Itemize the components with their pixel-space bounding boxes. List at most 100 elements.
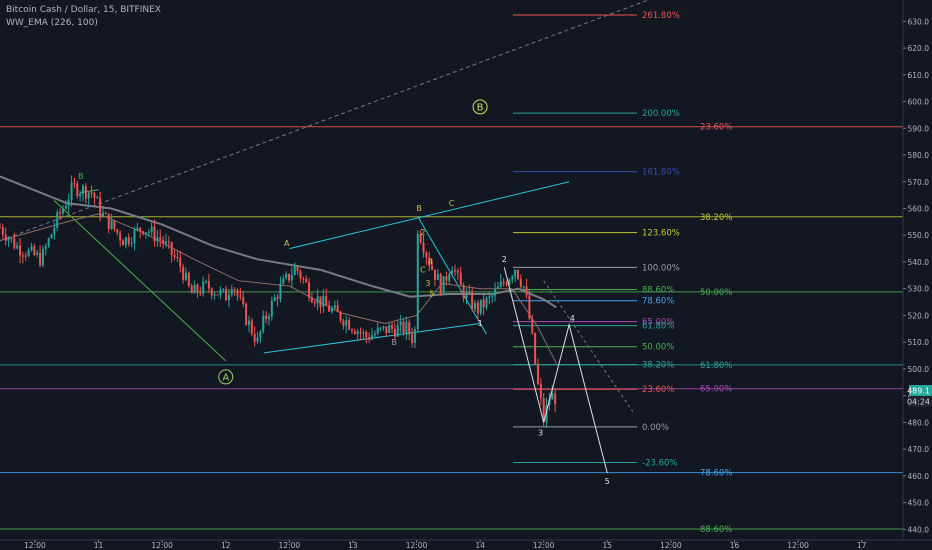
candle-body-81 bbox=[230, 289, 233, 295]
candle-body-150 bbox=[428, 257, 431, 267]
fib-label-0: 261.80% bbox=[642, 11, 680, 21]
level-label-1: 38.20% bbox=[700, 213, 732, 223]
candle-body-113 bbox=[322, 296, 325, 307]
candle-body-1 bbox=[1, 227, 4, 235]
candle-body-104 bbox=[296, 266, 299, 272]
candle-body-13 bbox=[36, 252, 39, 255]
candle-body-139 bbox=[396, 325, 399, 337]
candle-body-188 bbox=[536, 363, 539, 384]
wave-label-6: 4 bbox=[428, 258, 433, 267]
candle-body-185 bbox=[528, 295, 531, 319]
candle-body-131 bbox=[373, 333, 376, 336]
price-tick-label-16: 470.0 bbox=[908, 445, 930, 454]
candle-body-154 bbox=[439, 274, 442, 294]
price-tick-label-0: 630.0 bbox=[908, 17, 930, 26]
time-tick-label-8: 12:00 bbox=[533, 541, 555, 550]
candle-body-86 bbox=[245, 303, 248, 325]
wave-label-5: 2 bbox=[420, 228, 425, 237]
price-tick-label-6: 570.0 bbox=[908, 178, 930, 187]
candle-body-132 bbox=[376, 327, 379, 334]
candle-body-66 bbox=[187, 272, 190, 286]
candle-body-96 bbox=[273, 297, 276, 301]
candle-body-53 bbox=[150, 226, 153, 233]
candle-body-23 bbox=[64, 206, 67, 209]
candle-body-83 bbox=[236, 290, 239, 296]
candle-body-91 bbox=[259, 331, 262, 338]
candle-body-184 bbox=[525, 286, 528, 296]
candle-body-11 bbox=[30, 246, 33, 250]
candle-body-105 bbox=[299, 271, 302, 279]
candle-body-163 bbox=[465, 291, 468, 299]
candle-body-72 bbox=[205, 281, 208, 283]
wave-label-14: 5 bbox=[605, 477, 610, 486]
candle-body-33 bbox=[93, 192, 96, 198]
candle-body-129 bbox=[368, 337, 371, 340]
time-tick-label-0: 12:00 bbox=[24, 541, 46, 550]
candle-body-12 bbox=[33, 246, 36, 255]
candle-body-119 bbox=[339, 311, 342, 321]
time-tick-label-7: 14 bbox=[475, 541, 485, 550]
price-axis[interactable]: 630.0 620.0 610.0 600.0 590.0 580.0 570.0 560.0… bbox=[902, 0, 932, 550]
candle-body-108 bbox=[308, 282, 311, 298]
candle-body-44 bbox=[124, 237, 127, 246]
candle-body-117 bbox=[333, 305, 336, 309]
candle-body-25 bbox=[70, 182, 73, 200]
dotted-trend-line bbox=[0, 0, 650, 242]
candle-body-80 bbox=[227, 294, 230, 301]
candle-body-135 bbox=[385, 326, 388, 333]
candle-body-142 bbox=[405, 322, 408, 334]
price-tick-label-1: 620.0 bbox=[908, 44, 930, 53]
candle-body-21 bbox=[59, 211, 62, 214]
fib-label-2: 161.80% bbox=[642, 168, 680, 178]
candle-body-40 bbox=[113, 220, 116, 230]
candle-body-160 bbox=[456, 270, 459, 273]
candle-body-3 bbox=[7, 238, 10, 241]
price-tick-label-2: 610.0 bbox=[908, 71, 930, 80]
channel-side-line bbox=[417, 216, 487, 335]
price-tick-label-5: 580.0 bbox=[908, 151, 930, 160]
wave-label-7: C bbox=[420, 266, 426, 275]
candle-body-134 bbox=[382, 326, 385, 328]
candle-body-193 bbox=[551, 393, 554, 400]
candle-body-187 bbox=[534, 332, 537, 364]
wave-label-10: 2 bbox=[502, 255, 507, 264]
candle-body-32 bbox=[90, 192, 93, 194]
candle-body-99 bbox=[282, 278, 285, 284]
candle-body-114 bbox=[325, 296, 328, 306]
candle-body-162 bbox=[462, 285, 465, 299]
price-tick-label-15: 480.0 bbox=[908, 418, 930, 427]
wave-label-8: 3 bbox=[425, 279, 430, 288]
candle-body-165 bbox=[471, 292, 474, 309]
candle-body-106 bbox=[302, 278, 305, 280]
candle-body-124 bbox=[353, 331, 356, 334]
candle-body-82 bbox=[233, 289, 236, 291]
wave-label-4: C bbox=[449, 199, 455, 208]
indicator-title[interactable]: WW_EMA (226, 100) bbox=[6, 18, 98, 28]
candle-body-116 bbox=[330, 308, 333, 312]
wave-label-3: B bbox=[416, 204, 422, 213]
fib-label-9: 50.00% bbox=[642, 343, 674, 353]
candle-body-130 bbox=[371, 335, 374, 340]
price-axis-bg bbox=[903, 0, 932, 550]
candle-body-8 bbox=[21, 255, 24, 257]
candle-body-14 bbox=[39, 252, 42, 266]
countdown-badge bbox=[909, 396, 932, 407]
candle-body-69 bbox=[196, 284, 199, 293]
candle-body-141 bbox=[402, 321, 405, 334]
wave-label-1: A bbox=[284, 239, 290, 248]
candle-body-159 bbox=[453, 270, 456, 272]
symbol-title[interactable]: Bitcoin Cash / Dollar, 15, BITFINEX bbox=[6, 5, 161, 15]
candle-body-111 bbox=[316, 296, 319, 304]
candle-body-19 bbox=[53, 227, 56, 235]
fib-label-11: 23.60% bbox=[642, 385, 674, 395]
fib-label-1: 200.00% bbox=[642, 109, 680, 119]
candle-body-157 bbox=[448, 274, 451, 281]
candle-body-65 bbox=[185, 272, 188, 280]
time-axis[interactable]: 12:00 11 12:00 12 12:00 13 12:00 14 12:00 15 12:00… bbox=[0, 539, 932, 550]
wave-label-0: B bbox=[78, 172, 84, 181]
time-tick-label-9: 15 bbox=[603, 541, 613, 550]
candle-body-137 bbox=[391, 325, 394, 329]
